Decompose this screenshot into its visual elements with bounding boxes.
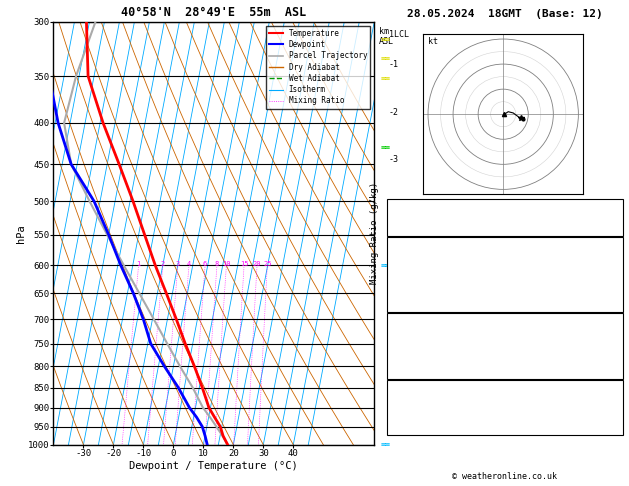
Text: -1: -1 [389,60,399,69]
X-axis label: Dewpoint / Temperature (°C): Dewpoint / Temperature (°C) [130,461,298,470]
Text: 40°58'N  28°49'E  55m  ASL: 40°58'N 28°49'E 55m ASL [121,6,306,19]
Text: © weatheronline.co.uk: © weatheronline.co.uk [452,472,557,481]
Legend: Temperature, Dewpoint, Parcel Trajectory, Dry Adiabat, Wet Adiabat, Isotherm, Mi: Temperature, Dewpoint, Parcel Trajectory… [266,26,370,108]
Text: StmDir        282°: StmDir 282° [390,412,487,421]
Text: θₑ (K)         314: θₑ (K) 314 [390,334,487,344]
Text: Lifted Index  2: Lifted Index 2 [390,278,470,288]
Text: 2: 2 [161,261,165,267]
Text: Totals Totals  48: Totals Totals 48 [390,211,481,220]
Text: -8: -8 [389,392,399,401]
Text: -6: -6 [389,297,399,307]
Text: ≡≡: ≡≡ [381,440,391,449]
Text: 4: 4 [187,261,191,267]
Text: Most Unstable: Most Unstable [390,313,481,323]
Text: 3: 3 [175,261,180,267]
Text: 10: 10 [222,261,231,267]
Text: CAPE (J)      5: CAPE (J) 5 [390,289,470,298]
Text: 6: 6 [203,261,207,267]
Text: Mixing Ratio (g/kg): Mixing Ratio (g/kg) [370,182,379,284]
Text: km
ASL: km ASL [379,27,394,46]
Text: 20: 20 [253,261,261,267]
Text: StmSpd (kt)   12: StmSpd (kt) 12 [390,422,476,432]
Text: ≡≡: ≡≡ [381,74,391,84]
Text: ≡≡: ≡≡ [381,261,391,270]
Text: -4: -4 [389,203,399,211]
Text: 1: 1 [136,261,141,267]
Text: 25: 25 [263,261,272,267]
Text: -7: -7 [389,345,399,354]
Text: Hodograph: Hodograph [390,381,470,389]
Text: -5: -5 [389,250,399,259]
Text: K              21: K 21 [390,200,481,209]
Text: ≡≡: ≡≡ [381,142,391,152]
Text: CIN (J)       7: CIN (J) 7 [390,366,470,375]
Text: Surface: Surface [390,237,465,246]
Text: 1LCL: 1LCL [389,30,409,39]
Text: ≡≡: ≡≡ [381,35,391,44]
Text: -2: -2 [389,108,399,117]
Text: 8: 8 [215,261,219,267]
Text: Pressure (mb) 1008: Pressure (mb) 1008 [390,324,487,333]
Text: -3: -3 [389,155,399,164]
Text: CAPE (J)      5: CAPE (J) 5 [390,355,470,364]
Text: Lifted Index  2: Lifted Index 2 [390,345,470,354]
Text: EH             -6: EH -6 [390,391,481,400]
Text: Dewp (°C)      11.3: Dewp (°C) 11.3 [390,258,492,267]
Text: θₑ(K)          314: θₑ(K) 314 [390,268,487,278]
Text: Temp (°C)      18.1: Temp (°C) 18.1 [390,248,492,257]
Text: SREH           7: SREH 7 [390,401,476,411]
Text: 28.05.2024  18GMT  (Base: 12): 28.05.2024 18GMT (Base: 12) [407,9,603,19]
Text: 15: 15 [240,261,248,267]
Text: CIN (J)       7: CIN (J) 7 [390,299,470,308]
Text: PW (cm)        2.17: PW (cm) 2.17 [390,223,492,231]
Text: kt: kt [428,37,438,46]
Y-axis label: hPa: hPa [16,224,26,243]
Text: ≡≡: ≡≡ [381,54,391,63]
